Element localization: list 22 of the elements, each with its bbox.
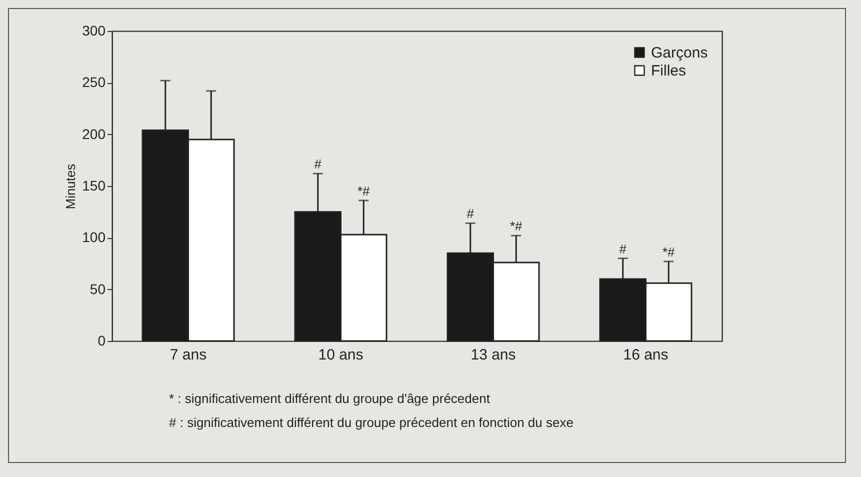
- y-tick-label: 150: [82, 178, 106, 194]
- data-label: #: [466, 206, 475, 222]
- data-label: #: [619, 241, 628, 256]
- y-tick-label: 0: [98, 332, 106, 348]
- x-tick-label: 16 ans: [623, 346, 668, 364]
- y-tick-label: 200: [82, 126, 106, 142]
- text: * : significativement différent du groupe d'âge précedent: [169, 391, 491, 406]
- text: # : significativement différent du groupe précedent en fonction du sexe: [169, 415, 574, 430]
- x-tick-label: 10 ans: [318, 346, 364, 364]
- x-tick-label: 7 ans: [170, 346, 207, 364]
- data-label: *#: [662, 244, 676, 260]
- data-label: #: [314, 156, 322, 172]
- y-tick-label: 300: [82, 22, 106, 38]
- y-tick-label: 50: [90, 280, 106, 297]
- y-axis-title: Minutes: [63, 163, 78, 210]
- data-label: *#: [510, 218, 524, 234]
- legend-label: Filles: [651, 62, 686, 80]
- y-tick-label: 100: [82, 229, 106, 246]
- x-tick-label: 13 ans: [470, 346, 516, 364]
- legend-label: Garçons: [651, 44, 708, 62]
- data-label: *#: [357, 183, 371, 198]
- y-tick-label: 250: [82, 74, 106, 90]
